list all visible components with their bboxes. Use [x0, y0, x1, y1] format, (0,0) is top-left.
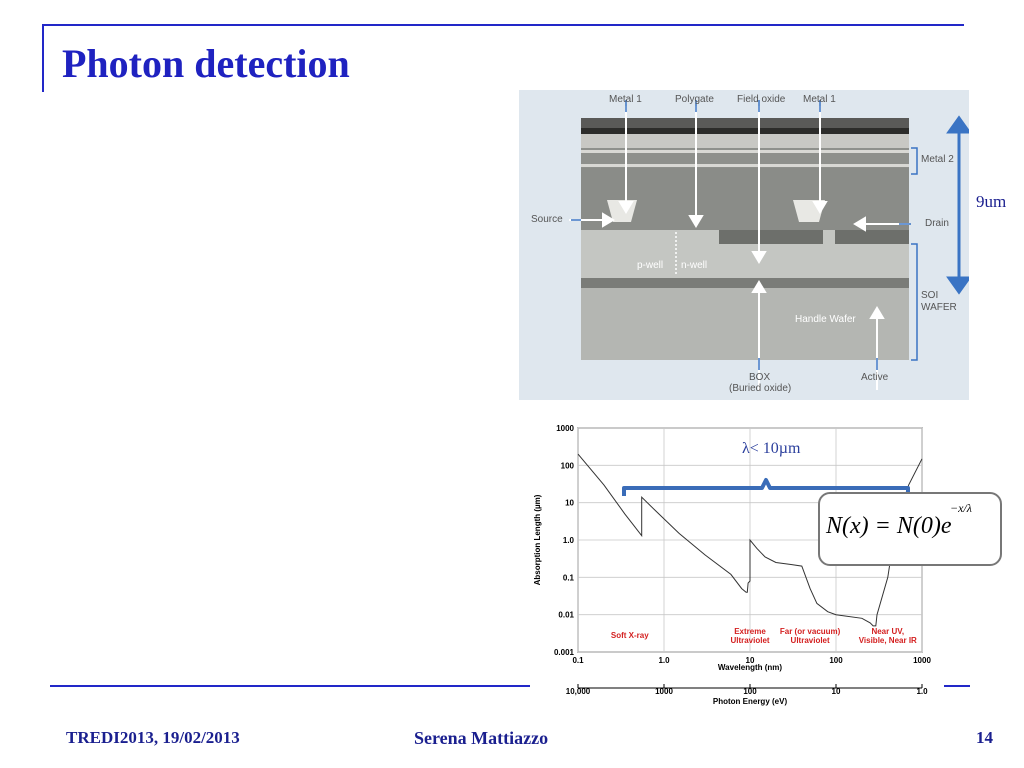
formula-box: [818, 492, 1002, 566]
x2-tick-label: 10: [832, 687, 841, 696]
label-polygate: Polygate: [675, 94, 714, 105]
page-number: 14: [976, 728, 993, 747]
label-handle-wafer: Handle Wafer: [795, 314, 856, 325]
label-metal1-left: Metal 1: [609, 94, 642, 105]
footer-rule-right: [944, 685, 970, 687]
dimension-label: 9um: [976, 192, 1007, 211]
x-tick-label: 1.0: [658, 656, 670, 665]
bracket-annotation: λ< 10µm: [742, 440, 801, 457]
footer-rule-left: [50, 685, 530, 687]
label-source: Source: [531, 214, 563, 225]
x-tick-label: 0.1: [572, 656, 584, 665]
wavelength-bracket: [622, 478, 910, 496]
slide-title: Photon detection: [62, 41, 350, 86]
label-active: Active: [861, 372, 889, 383]
label-p-well: p-well: [637, 260, 664, 271]
y-tick-label: 0.1: [563, 573, 575, 582]
spectral-region-label: Soft X-ray: [611, 631, 649, 640]
x-tick-label: 100: [829, 656, 843, 665]
x-tick-label: 1000: [913, 656, 931, 665]
formula-exponent: −x/λ: [950, 501, 972, 515]
x2-tick-label: 1000: [655, 687, 673, 696]
soi-cross-section-image: Metal 1 Polygate Field oxide Metal 1 Met…: [519, 90, 972, 400]
footer-event-date: TREDI2013, 19/02/2013: [66, 728, 240, 747]
y-tick-label: 10: [565, 499, 574, 508]
title-top-rule: [42, 24, 964, 26]
footer-author: Serena Mattiazzo: [414, 728, 549, 748]
label-n-well: n-well: [681, 260, 708, 271]
label-soi: SOI: [921, 290, 939, 301]
title-side-bar: [42, 24, 44, 92]
y-tick-label: 0.001: [554, 648, 575, 657]
label-wafer: WAFER: [921, 302, 957, 313]
x2-tick-label: 100: [743, 687, 757, 696]
label-metal1-right: Metal 1: [803, 94, 836, 105]
spectral-region-label: Extreme: [734, 627, 766, 636]
label-drain: Drain: [925, 218, 949, 229]
x-axis-label: Wavelength (nm): [718, 663, 782, 672]
y-tick-label: 1000: [556, 424, 574, 433]
x-tick-label: 10: [746, 656, 755, 665]
spectral-region-label: Ultraviolet: [730, 636, 769, 645]
absorption-length-line: [577, 453, 923, 627]
label-box: BOX: [749, 372, 771, 383]
spectral-region-label: Ultraviolet: [791, 636, 830, 645]
attenuation-formula: N(x) = N(0)e: [826, 513, 952, 539]
spectral-region-label: Far (or vacuum): [780, 627, 841, 636]
x2-axis-label: Photon Energy (eV): [713, 697, 788, 706]
x2-tick-label: 1.0: [916, 687, 928, 696]
y-axis-label: Absorption Length (µm): [533, 494, 542, 585]
spectral-region-label: Near UV,: [871, 627, 904, 636]
x2-tick-label: 10,000: [566, 687, 591, 696]
y-tick-label: 100: [561, 461, 575, 470]
label-box-sub: (Buried oxide): [729, 383, 792, 394]
label-field-oxide: Field oxide: [737, 94, 786, 105]
spectral-region-label: Visible, Near IR: [859, 636, 917, 645]
cross-section-drawing: [569, 100, 972, 390]
label-metal2: Metal 2: [921, 154, 954, 165]
y-tick-label: 1.0: [563, 536, 575, 545]
y-tick-label: 0.01: [558, 611, 574, 620]
